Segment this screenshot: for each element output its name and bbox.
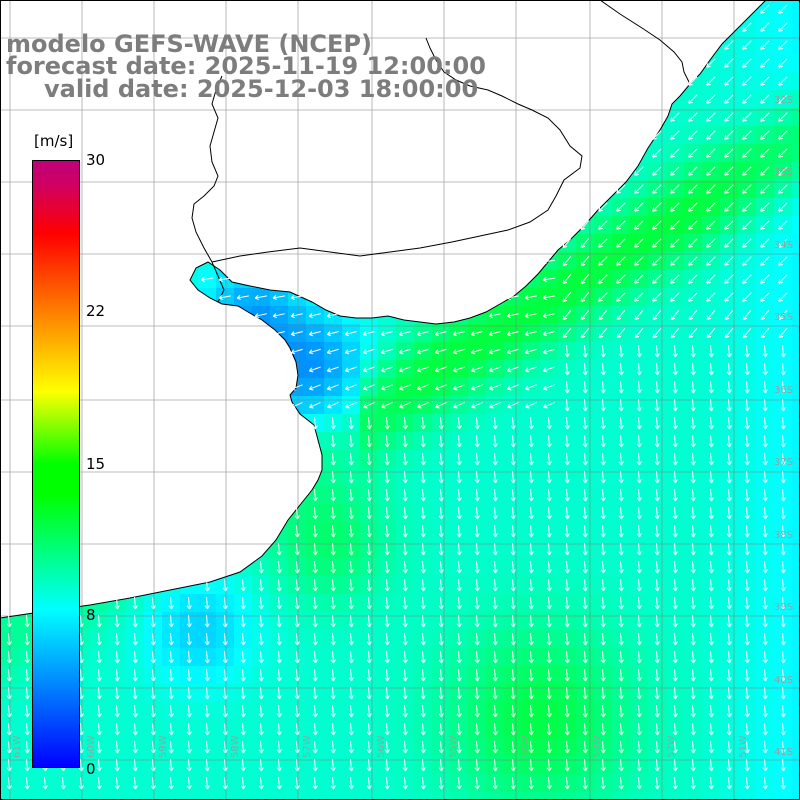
colorbar <box>32 160 80 768</box>
lat-label-36s: 36S <box>774 385 794 396</box>
valid-date: valid date: 2025-12-03 18:00:00 <box>44 75 479 103</box>
lon-label-52w: 52W <box>666 735 677 758</box>
lat-label-38s: 38S <box>774 530 794 541</box>
border-line-2 <box>211 37 583 263</box>
lon-label-53w: 53W <box>592 735 603 758</box>
lon-label-61w: 61W <box>12 735 23 758</box>
model-title: modelo GEFS-WAVE (NCEP) <box>6 30 372 58</box>
colorbar-tick-0: 0 <box>86 760 96 778</box>
lat-label-34s: 34S <box>774 240 794 251</box>
lon-label-51w: 51W <box>738 735 749 758</box>
coastline <box>0 0 767 619</box>
colorbar-unit: [m/s] <box>34 132 74 150</box>
lat-label-33s: 33S <box>774 167 794 178</box>
lon-label-57w: 57W <box>302 735 313 758</box>
lon-label-56w: 56W <box>376 735 387 758</box>
colorbar-tick-8: 8 <box>86 606 96 624</box>
lat-label-32s: 32S <box>774 95 794 106</box>
lon-label-54w: 54W <box>520 735 531 758</box>
lon-label-55w: 55W <box>448 735 459 758</box>
colorbar-tick-30: 30 <box>86 151 106 169</box>
border-line-3 <box>599 0 691 85</box>
lon-label-59w: 59W <box>158 735 169 758</box>
colorbar-tick-15: 15 <box>86 455 106 473</box>
lon-label-60w: 60W <box>86 735 97 758</box>
lat-label-37s: 37S <box>774 457 794 468</box>
border-line-1 <box>191 75 225 303</box>
forecast-date: forecast date: 2025-11-19 12:00:00 <box>6 52 486 80</box>
lat-label-41s: 41S <box>774 747 794 758</box>
lon-label-58w: 58W <box>230 735 241 758</box>
lat-label-35s: 35S <box>774 312 794 323</box>
colorbar-tick-22: 22 <box>86 302 106 320</box>
land-area <box>0 0 766 618</box>
wind-vectors <box>6 4 788 790</box>
lat-label-39s: 39S <box>774 602 794 613</box>
lat-label-40s: 40S <box>774 675 794 686</box>
